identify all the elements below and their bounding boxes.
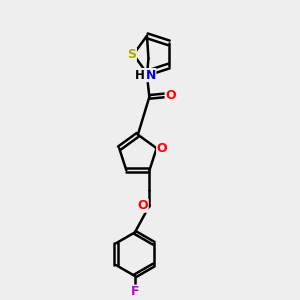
Text: H: H <box>135 69 145 82</box>
Text: O: O <box>157 142 167 155</box>
Text: O: O <box>137 199 148 212</box>
Text: N: N <box>146 69 156 82</box>
Text: S: S <box>127 48 136 61</box>
Text: F: F <box>130 285 139 298</box>
Text: O: O <box>165 89 176 102</box>
